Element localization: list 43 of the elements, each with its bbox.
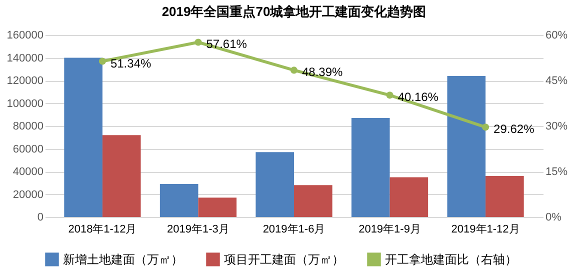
y-tick-label: 40000: [12, 166, 44, 178]
point: [98, 58, 106, 65]
y2-tick-label: 30%: [546, 120, 568, 132]
point: [482, 124, 490, 131]
data-label: 40.16%: [398, 90, 439, 104]
bar: [351, 118, 390, 217]
x-tick-label: 2019年1-9月: [358, 224, 421, 236]
bar: [198, 198, 237, 217]
y-tick-label: 80000: [12, 120, 44, 132]
data-label: 57.61%: [206, 37, 248, 52]
x-tick-label: 2019年1-3月: [167, 224, 230, 236]
bar: [102, 135, 141, 217]
chart-title: 2019年全国重点70城拿地开工建面变化趋势图: [162, 4, 426, 19]
point: [290, 66, 298, 74]
point: [194, 38, 202, 46]
data-label: 48.39%: [302, 65, 344, 80]
y-tick-label: 120000: [6, 75, 44, 87]
x-tick-label: 2018年1-12月: [68, 224, 137, 236]
y-tick-label: 160000: [6, 30, 44, 42]
point: [386, 92, 394, 99]
y-tick-label: 100000: [6, 98, 44, 110]
bar: [294, 185, 332, 217]
y-tick-label: 0: [37, 212, 44, 224]
bar: [256, 152, 294, 217]
y2-tick-label: 45%: [546, 75, 568, 87]
x-tick-label: 2019年1-12月: [451, 224, 520, 236]
data-label: 51.34%: [110, 56, 152, 70]
y2-tick-label: 0%: [546, 212, 562, 224]
bar: [64, 58, 102, 217]
y-tick-label: 140000: [6, 52, 44, 64]
bar: [160, 184, 198, 217]
y2-tick-label: 60%: [546, 30, 568, 42]
legend-label: 开工拿地建面比（右轴）: [385, 252, 517, 266]
data-label: 29.62%: [494, 122, 535, 136]
legend-label: 新增土地建面（万㎡）: [63, 252, 183, 266]
bar: [486, 176, 524, 217]
y-tick-label: 60000: [12, 143, 44, 156]
y-tick-label: 20000: [12, 188, 44, 201]
bar: [447, 76, 486, 217]
legend-label: 项目开工建面（万㎡）: [224, 252, 344, 266]
bar: [390, 177, 428, 217]
y2-tick-label: 15%: [546, 166, 568, 178]
x-tick-label: 2019年1-6月: [262, 224, 326, 236]
